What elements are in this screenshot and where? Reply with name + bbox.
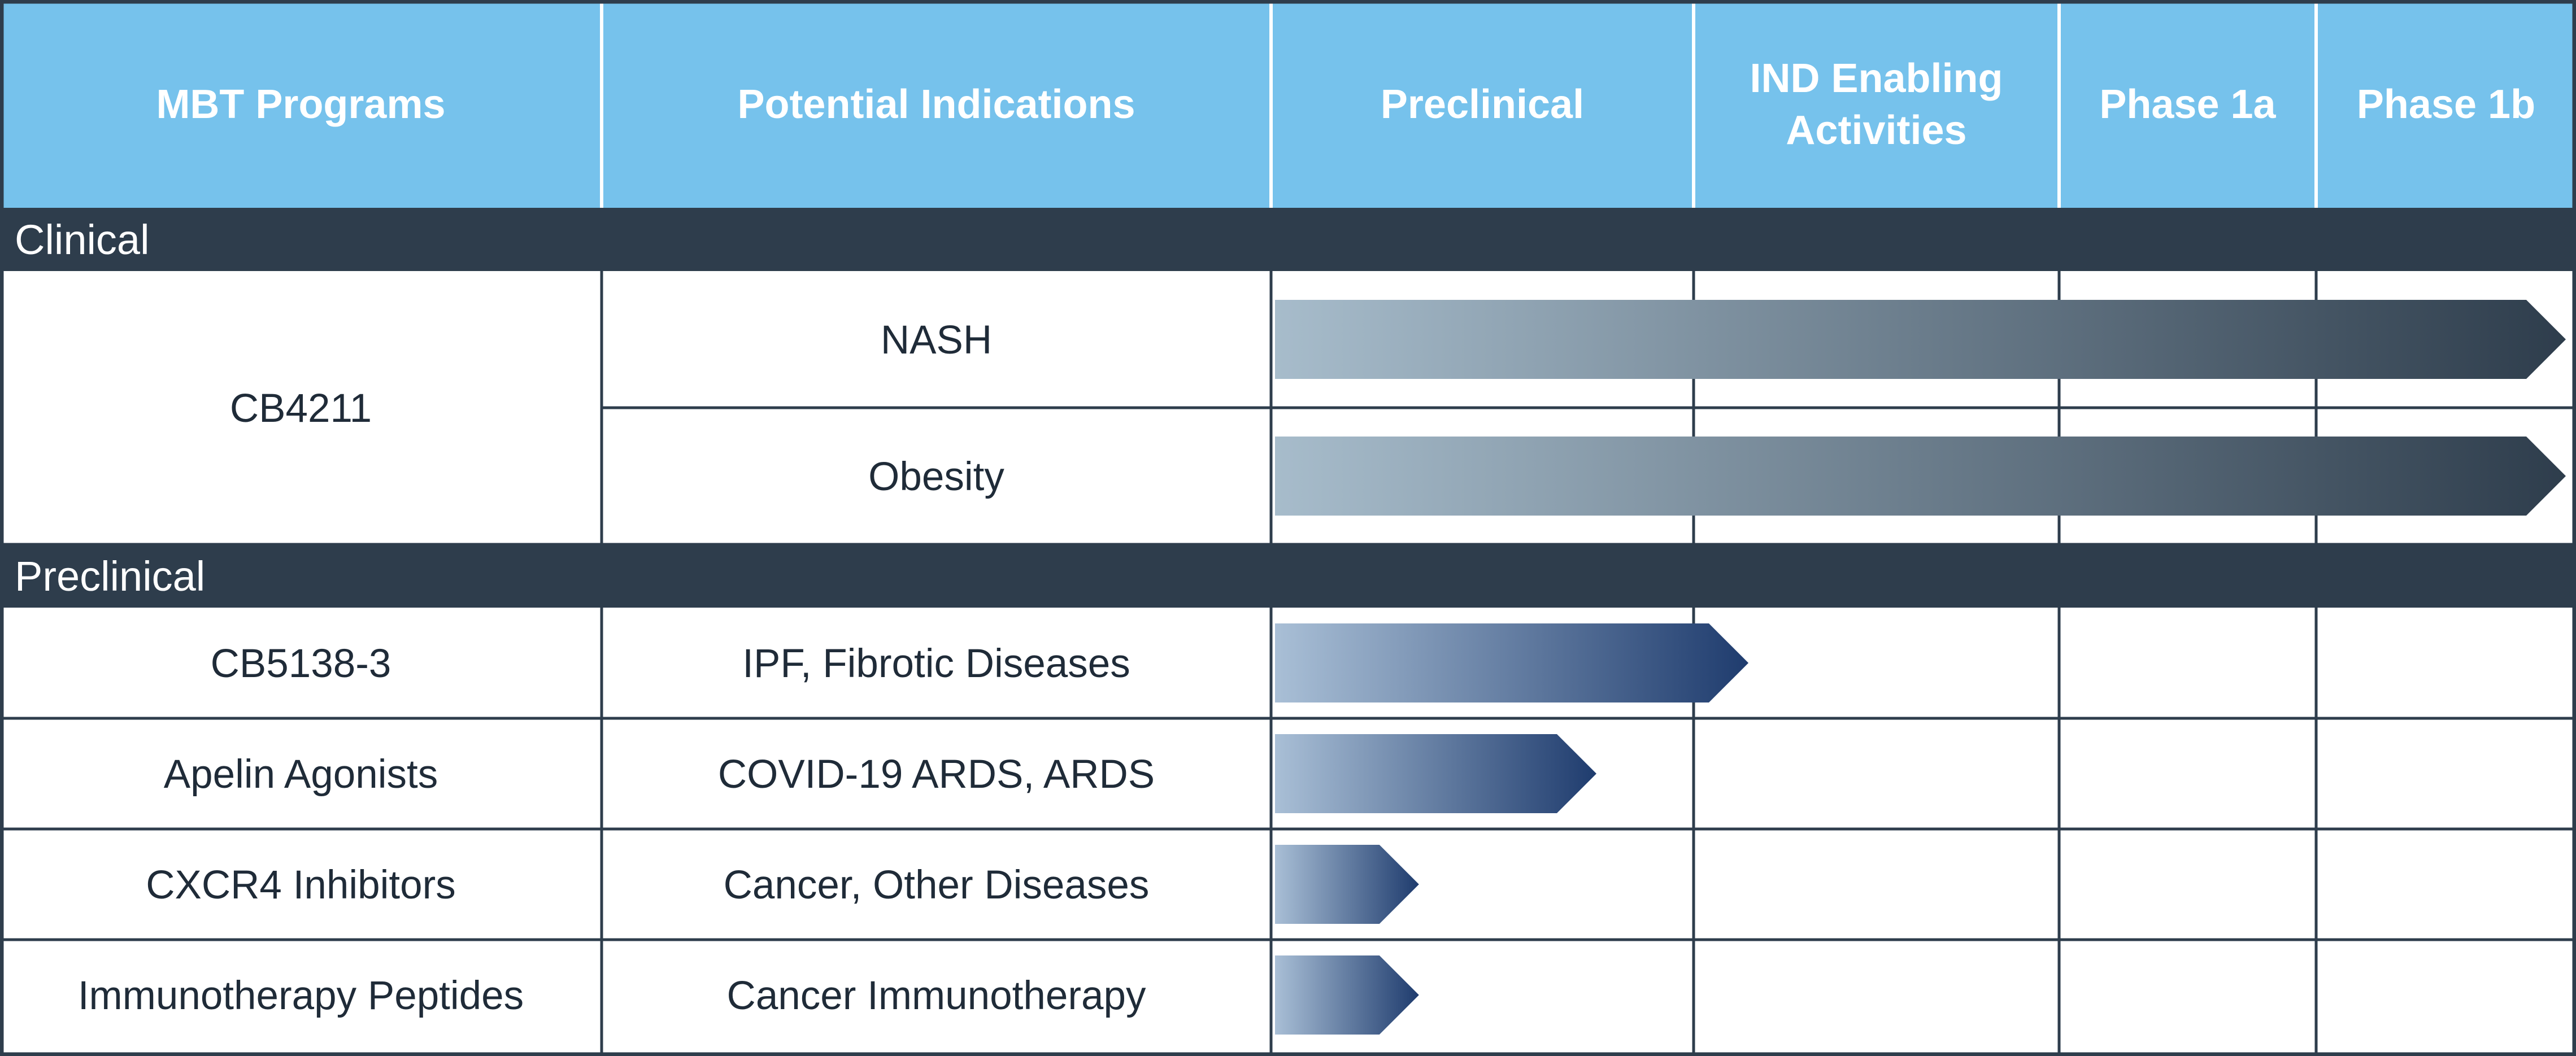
column-header-3-line-0: IND Enabling bbox=[1750, 56, 2003, 101]
indication-label: Cancer Immunotherapy bbox=[727, 974, 1146, 1018]
column-header-3-line-1: Activities bbox=[1786, 108, 1966, 153]
indication-label: Obesity bbox=[868, 455, 1004, 499]
progress-bar bbox=[1275, 437, 2566, 516]
column-header-5: Phase 1b bbox=[2357, 82, 2535, 127]
indication-label: IPF, Fibrotic Diseases bbox=[742, 642, 1130, 686]
header-bg bbox=[0, 0, 2576, 208]
column-header-0: MBT Programs bbox=[156, 82, 445, 127]
column-header-2: Preclinical bbox=[1381, 82, 1584, 127]
progress-bar bbox=[1275, 955, 1419, 1035]
section-band-1 bbox=[0, 544, 2576, 608]
section-band-0 bbox=[0, 208, 2576, 271]
indication-label: Cancer, Other Diseases bbox=[724, 863, 1150, 907]
section-label-1: Preclinical bbox=[15, 553, 205, 600]
progress-bar bbox=[1275, 300, 2566, 379]
progress-bar bbox=[1275, 623, 1749, 702]
program-name: CB4211 bbox=[230, 386, 372, 431]
indication-label: COVID-19 ARDS, ARDS bbox=[718, 752, 1155, 797]
progress-bar bbox=[1275, 845, 1419, 924]
progress-bar bbox=[1275, 734, 1596, 813]
program-name: CB5138-3 bbox=[211, 642, 391, 686]
column-header-4: Phase 1a bbox=[2099, 82, 2276, 127]
column-header-1: Potential Indications bbox=[737, 82, 1135, 127]
program-name: Apelin Agonists bbox=[164, 752, 438, 797]
section-label-0: Clinical bbox=[15, 216, 150, 263]
program-name: Immunotherapy Peptides bbox=[78, 974, 524, 1018]
indication-label: NASH bbox=[881, 318, 992, 363]
program-name: CXCR4 Inhibitors bbox=[146, 863, 455, 907]
